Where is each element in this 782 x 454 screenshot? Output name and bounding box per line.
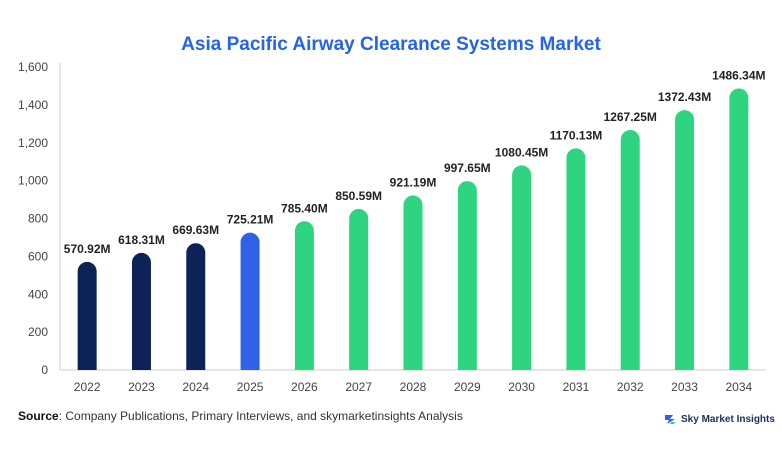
y-tick-label: 1,400	[18, 98, 48, 112]
x-tick-label: 2025	[237, 380, 264, 394]
brand-logo: Sky Market Insights	[663, 412, 775, 426]
x-tick-label: 2029	[454, 380, 481, 394]
y-tick-label: 1,600	[18, 60, 48, 74]
bar-2024	[186, 243, 206, 370]
y-tick-label: 0	[41, 363, 48, 377]
data-label: 1267.25M	[604, 110, 657, 124]
bar-2034	[729, 88, 749, 371]
bar-2027	[349, 208, 369, 370]
bars	[77, 88, 749, 371]
y-tick-label: 1,000	[18, 174, 48, 188]
data-label: 618.31M	[118, 233, 165, 247]
x-tick-label: 2028	[400, 380, 427, 394]
data-label: 669.63M	[172, 223, 219, 237]
x-axis: 2022 2023 2024 2025 2026 2027 2028 2029 2030 2031…	[60, 369, 766, 394]
data-label: 1080.45M	[495, 145, 548, 159]
x-tick-label: 2027	[345, 380, 372, 394]
bar-2032	[620, 130, 640, 370]
y-tick-label: 1,200	[18, 136, 48, 150]
y-tick-label: 400	[28, 287, 48, 301]
data-label: 785.40M	[281, 201, 328, 215]
data-label: 1486.34M	[712, 69, 765, 83]
data-label: 725.21M	[227, 213, 274, 227]
x-tick-label: 2034	[725, 380, 752, 394]
bar-2033	[675, 110, 695, 370]
bar-2030	[512, 165, 532, 370]
x-tick-label: 2023	[128, 380, 155, 394]
x-tick-label: 2030	[508, 380, 535, 394]
source-text: : Company Publications, Primary Intervie…	[58, 409, 463, 423]
data-label: 997.65M	[444, 161, 491, 175]
x-tick-label: 2033	[671, 380, 698, 394]
x-tick-label: 2031	[563, 380, 590, 394]
y-tick-label: 200	[28, 325, 48, 339]
data-label: 921.19M	[390, 176, 437, 190]
bar-2028	[403, 195, 423, 370]
data-label: 570.92M	[64, 242, 111, 256]
bar-2029	[457, 181, 477, 370]
y-axis: 0 200 400 600 800 1,000 1,200 1,400 1,600	[18, 60, 61, 377]
data-label: 850.59M	[335, 189, 382, 203]
chart-title: Asia Pacific Airway Clearance Systems Ma…	[181, 34, 601, 55]
data-label: 1170.13M	[550, 128, 603, 142]
y-tick-label: 800	[28, 212, 48, 226]
source-note: Source: Company Publications, Primary In…	[18, 409, 463, 423]
data-label: 1372.43M	[658, 90, 711, 104]
bar-2023	[131, 252, 151, 370]
x-tick-label: 2026	[291, 380, 318, 394]
brand-name: Sky Market Insights	[681, 413, 775, 425]
source-label: Source	[18, 409, 59, 423]
x-tick-label: 2024	[182, 380, 209, 394]
bar-2025	[240, 232, 260, 370]
x-tick-label: 2032	[617, 380, 644, 394]
data-labels: 570.92M 618.31M 669.63M 725.21M 785.40M 850.5…	[64, 69, 766, 256]
x-tick-label: 2022	[74, 380, 101, 394]
bar-2031	[566, 148, 586, 370]
bar-2026	[294, 221, 314, 370]
brand-mark-icon	[665, 415, 675, 424]
bar-2022	[77, 261, 97, 370]
y-tick-label: 600	[28, 249, 48, 263]
